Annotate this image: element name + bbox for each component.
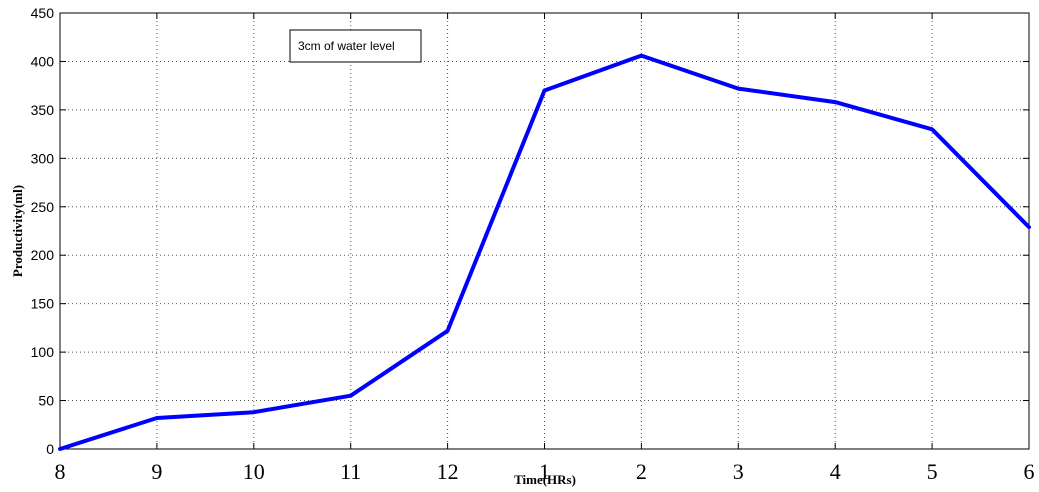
plot-frame bbox=[59, 12, 1030, 450]
y-tick-label: 100 bbox=[31, 344, 55, 360]
y-tick-label: 350 bbox=[31, 102, 55, 118]
y-axis-tick-labels: 0 50 100 150 200 250 300 350 400 450 bbox=[31, 5, 55, 457]
x-tick-label: 9 bbox=[151, 459, 162, 484]
series-line bbox=[58, 53, 1031, 451]
y-tick-label: 50 bbox=[38, 393, 54, 409]
x-tick-label: 2 bbox=[636, 459, 647, 484]
x-tick-label: 10 bbox=[243, 459, 265, 484]
y-tick-label: 250 bbox=[31, 199, 55, 215]
y-tick-label: 300 bbox=[31, 150, 55, 166]
x-axis-label: Time(HRs) bbox=[514, 472, 576, 487]
x-tick-label: 4 bbox=[830, 459, 841, 484]
x-axis-tick-labels: 8 9 10 11 12 1 2 3 4 5 6 bbox=[55, 459, 1035, 484]
x-tick-label: 8 bbox=[55, 459, 66, 484]
legend-entry-label: 3cm of water level bbox=[298, 39, 395, 53]
y-axis-label: Productivity(ml) bbox=[10, 185, 25, 277]
y-tick-label: 400 bbox=[31, 53, 55, 69]
y-tick-label: 200 bbox=[31, 247, 55, 263]
y-tick-label: 450 bbox=[31, 5, 55, 21]
y-tick-label: 150 bbox=[31, 296, 55, 312]
x-tick-label: 6 bbox=[1024, 459, 1035, 484]
legend: 3cm of water level bbox=[289, 29, 422, 63]
series-group bbox=[58, 53, 1031, 451]
axis-ticks bbox=[59, 12, 1030, 450]
x-tick-label: 5 bbox=[927, 459, 938, 484]
grid-lines bbox=[60, 13, 1029, 449]
x-tick-label: 3 bbox=[733, 459, 744, 484]
x-tick-label: 12 bbox=[437, 459, 459, 484]
x-tick-label: 1 bbox=[539, 459, 550, 484]
y-tick-label: 0 bbox=[46, 441, 54, 457]
legend-box bbox=[289, 29, 422, 63]
x-tick-label: 11 bbox=[340, 459, 361, 484]
